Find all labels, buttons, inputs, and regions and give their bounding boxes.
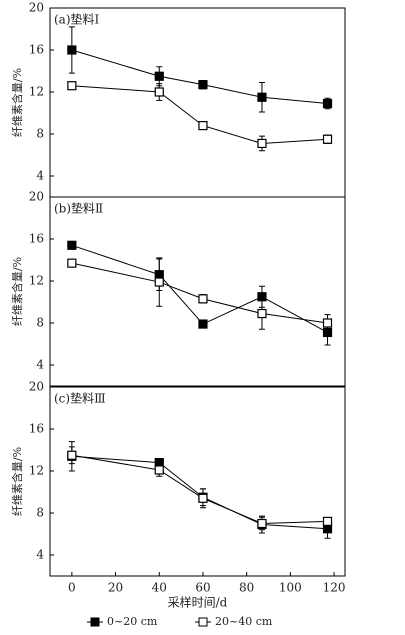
y-axis-label: 纤维素含量/% [10,68,24,137]
panel-title: (a)垫料Ⅰ [54,12,100,27]
legend-marker [198,617,208,627]
marker [67,258,77,268]
y-tick-label: 20 [29,190,44,204]
series-line [71,49,328,105]
y-tick-label: 16 [29,232,44,246]
x-tick-label: 60 [195,581,210,595]
marker [198,493,208,503]
x-tick-label: 100 [279,581,302,595]
panel-title: (c)垫料Ⅲ [54,391,106,406]
y-axis-label: 纤维素含量/% [10,257,24,326]
marker [154,87,164,97]
marker [257,308,267,319]
marker [198,294,208,304]
panel-title: (b)垫料Ⅱ [54,201,103,216]
x-axis-label: 采样时间/d [168,595,228,610]
x-tick-label: 40 [152,581,167,595]
y-tick-label: 4 [36,548,44,562]
y-tick-label: 12 [29,274,44,288]
marker [198,319,208,329]
marker [257,518,267,529]
x-tick-label: 120 [323,581,346,595]
legend-label: 20~40 cm [215,615,273,628]
plot-frame [49,386,346,577]
marker [67,240,77,250]
series-line [71,454,328,525]
marker [257,138,267,149]
legend-marker [90,617,100,627]
marker [67,81,77,91]
y-tick-label: 16 [29,43,44,57]
y-tick-label: 16 [29,422,44,436]
x-tick-label: 80 [239,581,254,595]
y-tick-label: 12 [29,464,44,478]
marker [198,80,208,90]
plot-frame [49,196,346,387]
x-tick-label: 20 [108,581,123,595]
y-tick-label: 20 [29,380,44,394]
series-line [71,85,328,144]
marker [154,465,164,475]
y-tick-label: 4 [36,358,44,372]
marker [198,120,208,131]
marker [67,450,77,460]
plot-frame [49,7,346,198]
y-tick-label: 8 [36,127,44,141]
x-tick-label: 0 [68,581,76,595]
marker [322,516,333,527]
marker [322,98,333,109]
y-tick-label: 8 [36,506,44,520]
marker [322,134,333,144]
marker [154,71,164,81]
marker [67,45,77,55]
series-line [71,455,328,530]
y-tick-label: 8 [36,316,44,330]
legend-label: 0~20 cm [107,615,158,628]
marker [322,318,333,328]
y-axis-label: 纤维素含量/% [10,447,24,516]
series-line [71,244,328,333]
marker [257,92,267,102]
y-tick-label: 4 [36,169,44,183]
marker [154,277,164,287]
y-tick-label: 12 [29,85,44,99]
series-line [71,262,328,324]
y-tick-label: 20 [29,1,44,15]
